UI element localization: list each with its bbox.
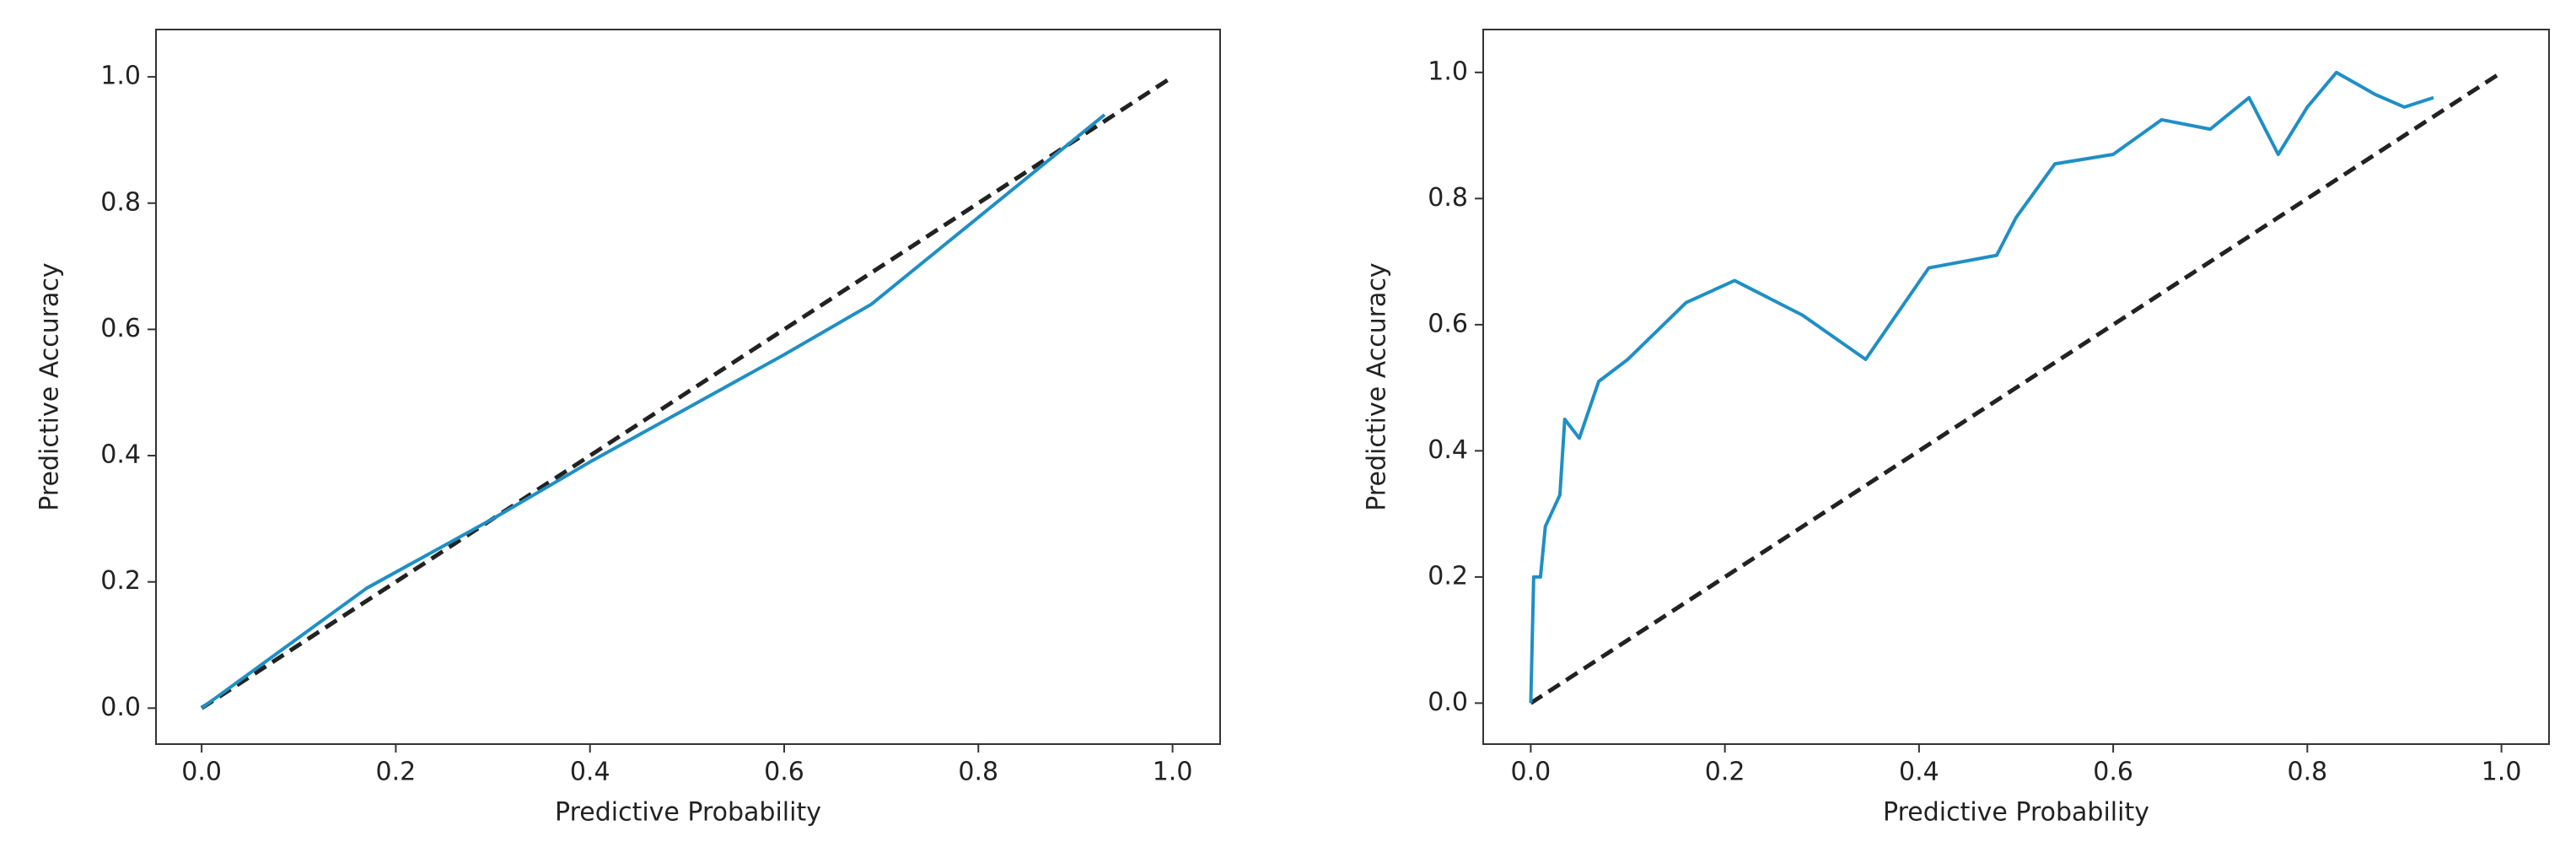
x-tick-label: 0.2 — [376, 758, 417, 787]
y-tick-label: 0.8 — [1428, 183, 1468, 213]
data-line — [200, 75, 1174, 710]
x-tick-label: 0.4 — [570, 758, 610, 787]
y-tick-label: 0.8 — [100, 187, 141, 217]
x-tick-label: 0.6 — [2093, 758, 2133, 787]
y-tick-label: 0.4 — [100, 440, 141, 470]
y-tick-label: 0.6 — [1428, 309, 1468, 338]
x-tick-label: 1.0 — [1153, 758, 1193, 787]
x-tick-label: 0.0 — [1511, 758, 1552, 787]
x-tick-label: 0.6 — [764, 758, 804, 787]
data-line — [1529, 70, 2434, 704]
y-tick-label: 0.6 — [100, 314, 141, 343]
data-line — [1530, 70, 2503, 705]
x-tick-label: 0.4 — [1899, 758, 1939, 787]
x-tick-label: 0.2 — [1705, 758, 1745, 787]
plot-frame — [155, 29, 1221, 745]
y-tick-label: 0.0 — [1428, 688, 1468, 717]
y-tick-label: 0.4 — [1428, 435, 1468, 465]
x-axis-label: Predictive Probability — [1883, 798, 2149, 828]
y-axis-label: Predictive Accuracy — [35, 262, 65, 510]
y-tick-label: 1.0 — [100, 62, 141, 91]
y-axis-label: Predictive Accuracy — [1363, 262, 1392, 510]
x-tick-label: 0.0 — [181, 758, 222, 787]
x-tick-label: 1.0 — [2482, 758, 2522, 787]
x-tick-label: 0.8 — [2287, 758, 2327, 787]
data-line — [200, 113, 1106, 710]
x-axis-label: Predictive Probability — [555, 798, 821, 828]
x-tick-label: 0.8 — [958, 758, 998, 787]
y-tick-label: 0.2 — [100, 566, 141, 596]
y-tick-label: 0.2 — [1428, 561, 1468, 591]
y-tick-label: 1.0 — [1428, 57, 1468, 86]
y-tick-label: 0.0 — [100, 693, 141, 722]
plot-frame — [1482, 29, 2550, 745]
